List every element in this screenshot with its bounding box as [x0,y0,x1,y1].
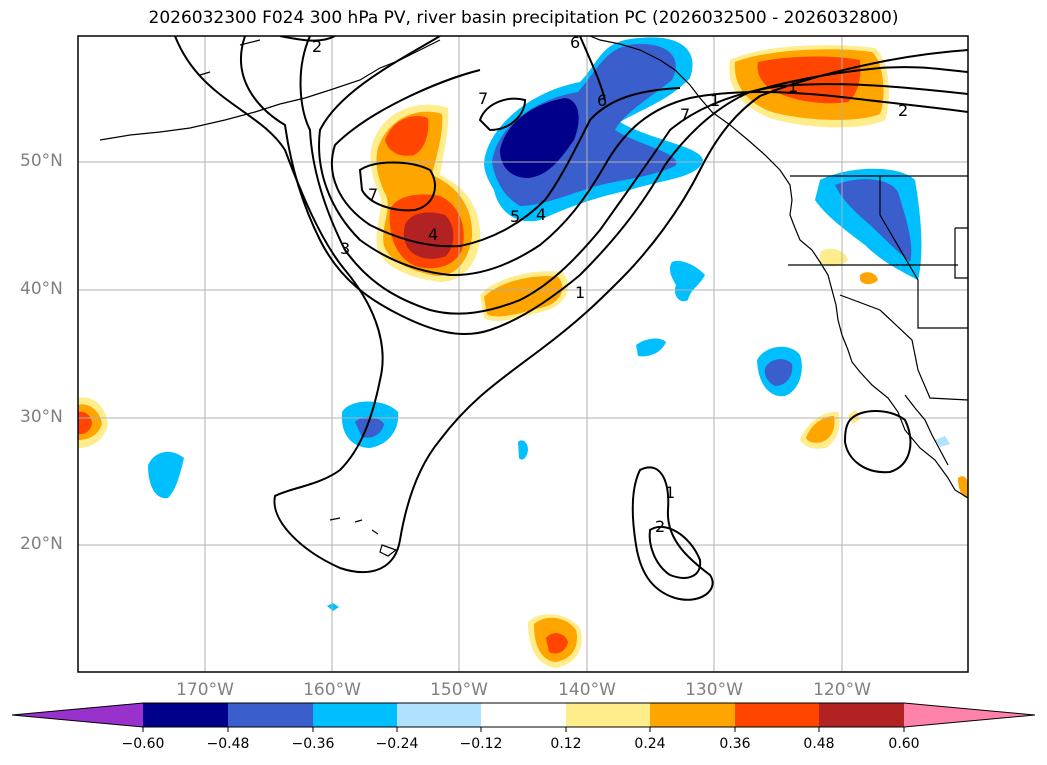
contour-label: 1 [710,91,720,110]
colorbar-segment [143,703,228,727]
latitude-label: 40°N [20,279,63,299]
colorbar-segment [566,703,650,727]
longitude-label: 160°W [303,680,361,700]
contour-label: 5 [510,207,520,226]
longitude-label: 150°W [430,680,488,700]
positive-patch-6-core [546,633,568,654]
colorbar-segment [735,703,819,727]
contour-label: 6 [570,33,580,52]
negative-area-gulf-core [500,98,579,178]
map-border [77,35,969,673]
coastlines [99,36,968,557]
colorbar-tick-label: 0.60 [888,736,920,752]
contour-label: 7 [478,89,488,108]
longitude-label: 130°W [685,680,743,700]
positive-patch-2 [860,272,878,285]
pv-contour-pacific-2 [648,525,702,579]
negative-patch-1 [669,260,705,302]
pv-contour-pacific-1 [631,466,714,601]
negative-patch-2 [636,338,666,357]
colorbar-tick-label: 0.36 [719,736,751,752]
pv-contour-inner [358,161,436,212]
longitude-label: 120°W [813,680,871,700]
colorbar-tick-label: −0.24 [375,736,419,752]
latitude-label: 50°N [20,151,63,171]
pv-contour-outer [174,36,968,574]
negative-patch-5 [148,451,184,499]
colorbar-tick-label: −0.60 [121,736,165,752]
positive-area-central-peak [403,212,454,259]
contour-label: 4 [428,225,438,244]
contour-label: 3 [340,239,350,258]
latitude-label: 30°N [20,407,63,427]
latitude-label: 20°N [20,534,63,554]
contour-label: 1 [788,77,798,96]
positive-area-central-upper [385,116,429,156]
colorbar [11,702,1036,732]
positive-patch-5-core [78,411,92,435]
contour-label: 1 [665,483,675,502]
colorbar-segment [397,703,481,727]
contour-label: 2 [312,37,322,56]
colorbar-tick-label: −0.48 [206,736,250,752]
chart-title: 2026032300 F024 300 hPa PV, river basin … [148,8,899,28]
colorbar-segment [228,703,313,727]
colorbar-tick-label: −0.12 [459,736,503,752]
negative-patch-3-core [764,359,793,386]
colorbar-segment [481,703,566,727]
contour-label: 6 [597,91,607,110]
contour-label: 4 [536,205,546,224]
contour-label: 7 [680,105,690,124]
longitude-label: 170°W [176,680,234,700]
colorbar-tick-label: −0.36 [291,736,335,752]
contour-label: 2 [898,101,908,120]
colorbar-segment [313,703,397,727]
pv-contour-baja-low [843,410,912,474]
colorbar-tick-label: 0.12 [550,736,582,752]
positive-patch-1 [820,248,848,267]
negative-patch-8 [935,436,950,447]
colorbar-segment [650,703,735,727]
negative-patch-6 [518,440,528,460]
contour-label: 7 [368,185,378,204]
colorbar-extend-min [12,703,143,727]
negative-area-northwest-mid [835,179,912,262]
contour-label: 1 [575,283,585,302]
colorbar-tick-label: 0.24 [634,736,666,752]
positive-patch-3-mid [806,416,835,443]
colorbar-extend-max [904,703,1035,727]
negative-patch-4-core [355,416,384,438]
colorbar-segment [819,703,904,727]
pv-contours [174,36,968,601]
negative-patch-7 [327,603,339,611]
colorbar-tick-label: 0.48 [803,736,835,752]
longitude-label: 140°W [558,680,616,700]
contour-labels: 6 6 7 7 7 5 4 3 2 2 1 1 2 1 1 4 [312,33,908,536]
graticule [78,36,968,672]
contour-label: 2 [655,517,665,536]
positive-patch-7 [958,476,968,498]
